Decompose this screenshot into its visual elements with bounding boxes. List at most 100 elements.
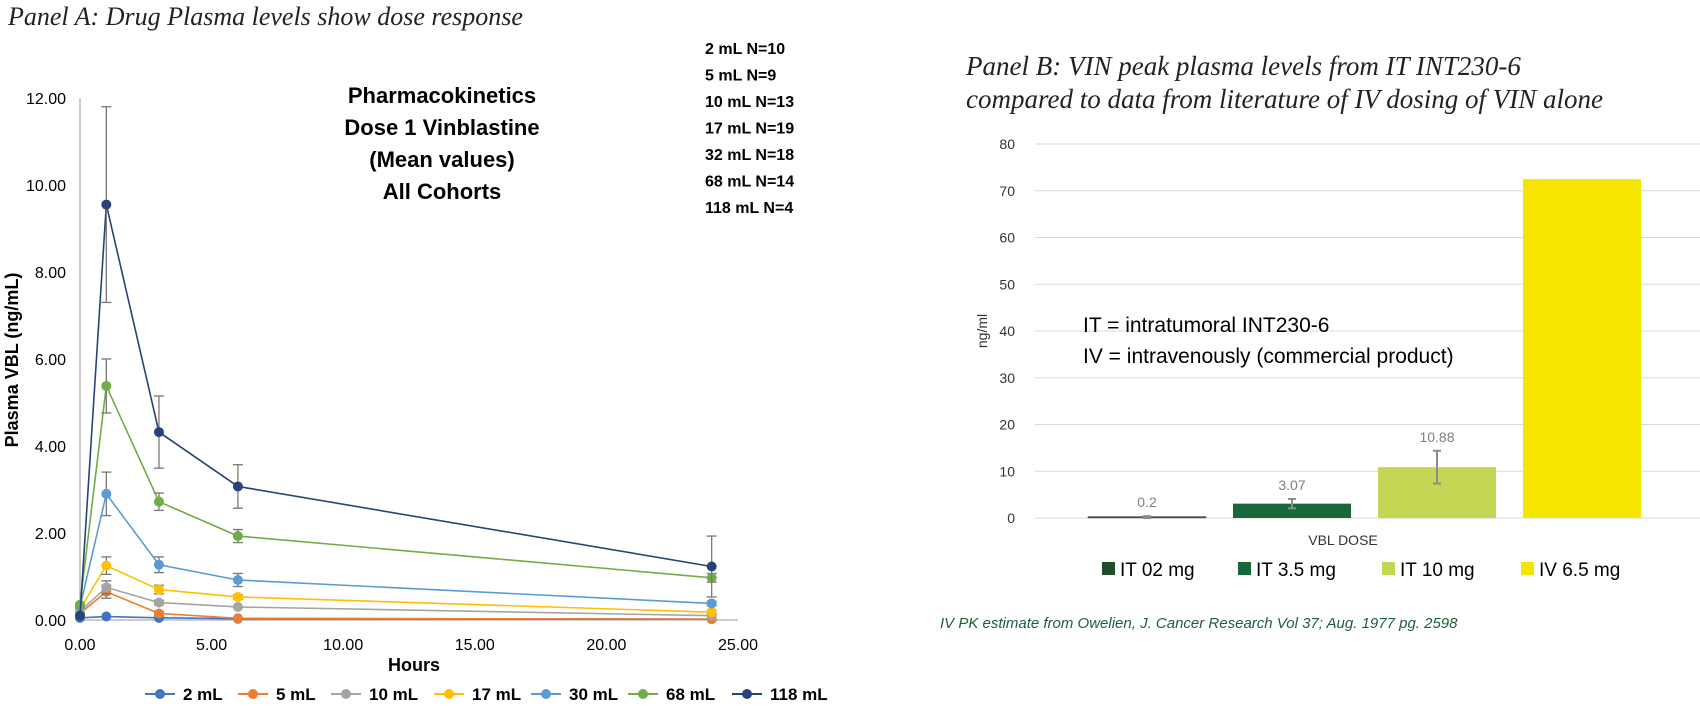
data-point [153, 496, 164, 507]
data-point [101, 611, 112, 622]
legend-item: 30 mL [531, 685, 618, 704]
legend-marker [248, 689, 258, 699]
legend-item: IT 10 mg [1382, 560, 1475, 581]
panel-a-chart: 0.00 2.00 4.00 6.00 8.00 10.00 12.00 0.00 5.00 10… [2, 41, 828, 704]
legend-item: IV 6.5 mg [1521, 560, 1620, 581]
y-tick-label: 80 [999, 136, 1015, 152]
legend-label: 5 mL [276, 685, 316, 704]
data-point [101, 380, 112, 391]
legend-item: 5 mL [238, 685, 316, 704]
data-point [706, 607, 717, 618]
data-point [232, 591, 243, 602]
y-tick-label: 60 [999, 230, 1015, 246]
y-tick-label: 50 [999, 276, 1015, 292]
y-tick-label: 70 [999, 183, 1015, 199]
legend-label: IV 6.5 mg [1539, 560, 1620, 581]
data-point [153, 559, 164, 570]
data-point [101, 560, 112, 571]
data-point [232, 481, 243, 492]
cohort-count-label: 118 mL N=4 [705, 200, 793, 217]
series-68-ml [75, 358, 717, 610]
data-point [153, 427, 164, 438]
chart-inner-title-line: Dose 1 Vinblastine [344, 115, 539, 140]
x-tick-label: 0.00 [64, 637, 95, 654]
bar-it-3.5-mg: 3.07 [1233, 477, 1351, 518]
x-tick-label: 20.00 [586, 637, 626, 654]
panel-a-title: Panel A: Drug Plasma levels show dose re… [8, 2, 523, 31]
data-point [101, 582, 112, 593]
chart-inner-title-line: (Mean values) [369, 147, 515, 172]
legend-swatch [1382, 562, 1395, 575]
cohort-count-label: 10 mL N=13 [705, 94, 794, 111]
cohort-count-label: 5 mL N=9 [705, 68, 776, 85]
legend-marker [541, 689, 551, 699]
y-axis-title: Plasma VBL (ng/mL) [2, 273, 22, 448]
chart-inner-title-line: All Cohorts [383, 179, 502, 204]
y-tick-label: 0.00 [35, 613, 66, 630]
data-point [101, 488, 112, 499]
x-axis-title: Hours [388, 655, 440, 675]
legend-note-it: IT = intratumoral INT230-6 [1083, 314, 1329, 337]
legend-label: IT 02 mg [1120, 560, 1195, 581]
y-tick-label: 30 [999, 370, 1015, 386]
panel-b-title-line2: compared to data from literature of IV d… [966, 84, 1603, 114]
data-label: 3.07 [1278, 477, 1305, 493]
data-point [232, 531, 243, 542]
bar-it-10-mg: 10.88 [1378, 429, 1496, 518]
y-axis-title: ng/ml [974, 314, 990, 348]
legend-marker [155, 689, 165, 699]
legend-label: IT 10 mg [1400, 560, 1475, 581]
bar [1523, 179, 1641, 518]
legend-item: 68 mL [628, 685, 715, 704]
y-tick-label: 6.00 [35, 352, 66, 369]
legend-marker [742, 689, 752, 699]
series-118-ml [75, 106, 717, 621]
legend-swatch [1521, 562, 1534, 575]
data-point [232, 574, 243, 585]
panel-b-title-line1: Panel B: VIN peak plasma levels from IT … [966, 51, 1521, 81]
bar-it-02-mg: 0.2 [1087, 494, 1207, 519]
cohort-count-label: 68 mL N=14 [705, 174, 794, 191]
legend-label: 68 mL [666, 685, 715, 704]
y-tick-label: 4.00 [35, 439, 66, 456]
y-tick-label: 2.00 [35, 526, 66, 543]
legend-label: 30 mL [569, 685, 618, 704]
legend-item: 17 mL [434, 685, 521, 704]
data-point [232, 613, 243, 624]
legend-swatch [1238, 562, 1251, 575]
legend-item: 10 mL [331, 685, 418, 704]
data-point [153, 597, 164, 608]
legend-item: IT 02 mg [1102, 560, 1195, 581]
series-30-ml [75, 471, 717, 612]
y-tick-label: 40 [999, 323, 1015, 339]
cohort-count-label: 2 mL N=10 [705, 41, 785, 58]
panel-b-footnote: IV PK estimate from Owelien, J. Cancer R… [940, 615, 1458, 632]
x-tick-label: 15.00 [455, 637, 495, 654]
legend-marker [638, 689, 648, 699]
data-point [232, 601, 243, 612]
data-label: 0.2 [1137, 494, 1157, 510]
cohort-count-label: 17 mL N=19 [705, 121, 794, 138]
data-point [706, 598, 717, 609]
bar-iv-6.5-mg [1523, 179, 1641, 518]
data-point [153, 584, 164, 595]
y-tick-label: 10 [999, 463, 1015, 479]
panel-b-title: Panel B: VIN peak plasma levels from IT … [966, 50, 1603, 116]
legend-label: IT 3.5 mg [1256, 560, 1336, 581]
y-tick-label: 8.00 [35, 265, 66, 282]
x-tick-label: 25.00 [718, 637, 758, 654]
legend-item: 2 mL [145, 685, 223, 704]
data-label: 10.88 [1419, 429, 1454, 445]
x-axis-title: VBL DOSE [1308, 532, 1378, 548]
data-point [101, 199, 112, 210]
legend-item: 118 mL [732, 685, 828, 704]
y-tick-label: 10.00 [26, 178, 66, 195]
legend-label: 10 mL [369, 685, 418, 704]
x-tick-label: 10.00 [323, 637, 363, 654]
legend-swatch [1102, 562, 1115, 575]
bar [1233, 503, 1351, 518]
y-tick-label: 12.00 [26, 91, 66, 108]
cohort-count-label: 32 mL N=18 [705, 147, 794, 164]
y-tick-label: 20 [999, 417, 1015, 433]
